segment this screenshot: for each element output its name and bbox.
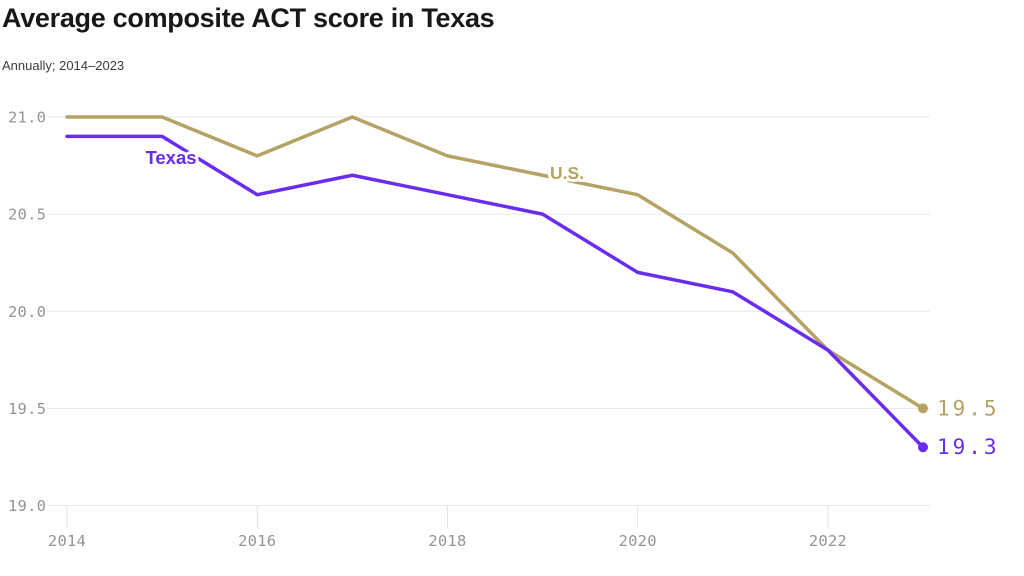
x-axis-tick-label: 2022 [809, 532, 847, 550]
x-axis-tick-label: 2014 [48, 532, 86, 550]
series-inline-label-us: U.S. [550, 163, 584, 183]
x-axis-tick-label: 2020 [619, 532, 657, 550]
chart-title: Average composite ACT score in Texas [2, 3, 495, 33]
x-axis-tick-label: 2016 [238, 532, 276, 550]
series-end-value-texas: 19.3 [937, 435, 1000, 459]
chart-subtitle: Annually; 2014–2023 [2, 58, 125, 73]
series-line-texas [65, 134, 925, 449]
y-axis-tick-label: 20.5 [8, 206, 46, 224]
y-axis-tick-label: 19.5 [8, 400, 46, 418]
chart-header: Average composite ACT score in Texas Ann… [2, 0, 495, 73]
y-axis-tick-label: 20.0 [8, 303, 46, 321]
series-end-value-us: 19.5 [937, 396, 1000, 420]
x-axis-tick-label: 2018 [428, 532, 466, 550]
series-endpoint-dot-us [918, 403, 928, 414]
y-axis-tick-label: 21.0 [8, 109, 46, 127]
series-inline-label-texas: Texas [145, 147, 196, 168]
series-line-us [65, 115, 925, 411]
y-axis-tick-label: 19.0 [8, 497, 46, 515]
series-endpoint-dot-texas [918, 442, 928, 453]
